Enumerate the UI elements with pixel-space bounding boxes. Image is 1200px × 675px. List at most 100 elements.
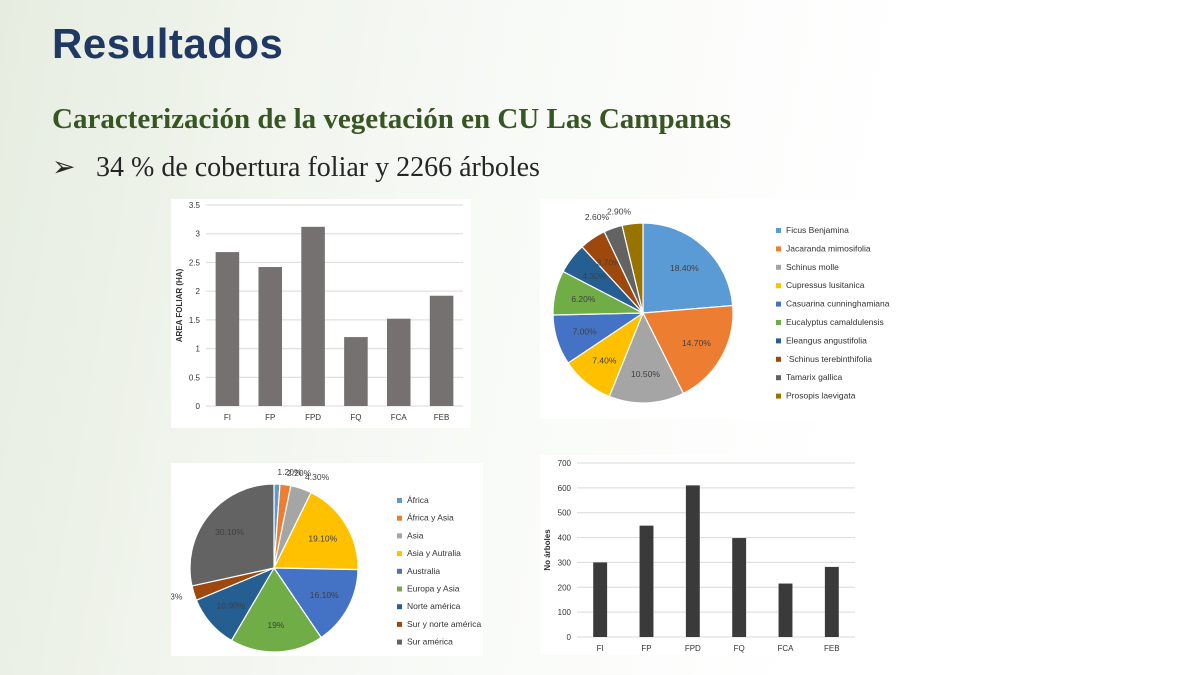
y-tick-label: 500	[558, 509, 572, 518]
y-tick-label: 400	[558, 534, 572, 543]
y-axis-label: AREA FOLIAR (HA)	[175, 268, 184, 342]
bullet-text: 34 % de cobertura foliar y 2266 árboles	[96, 152, 540, 183]
bullet-item: ➢ 34 % de cobertura foliar y 2266 árboles	[52, 150, 540, 184]
legend-label: Asia	[407, 530, 424, 540]
legend-label: Eucalyptus camaldulensis	[786, 317, 884, 327]
legend-label: Jacaranda mimosifolia	[786, 243, 871, 253]
bar	[732, 538, 747, 637]
arrow-bullet-icon: ➢	[52, 152, 76, 183]
legend-swatch	[776, 264, 781, 270]
legend-swatch	[397, 551, 402, 557]
pie-data-label: 7.40%	[592, 355, 617, 365]
pie-slice	[608, 311, 685, 404]
leaf-area-bar-chart: 0 0.5 1 1.5 2 2.5 3 3.5 FI FP FPD FQ FCA FEB AREA FOLI…	[175, 201, 463, 422]
pie-data-label: 1.20%	[277, 467, 302, 477]
bar	[301, 226, 325, 406]
pie-data-label: 6.20%	[571, 294, 596, 304]
x-tick-label: FI	[597, 644, 604, 653]
pie-data-label: 4.30%	[582, 271, 607, 281]
pie-slice	[642, 222, 734, 314]
pie-data-label: 19%	[267, 620, 284, 630]
legend-label: Europa y Asia	[407, 584, 460, 594]
pie-slice	[621, 222, 644, 314]
x-tick-label: FP	[265, 413, 275, 422]
legend-swatch	[397, 498, 402, 503]
legend-swatch	[776, 320, 781, 325]
legend-swatch	[776, 246, 781, 252]
x-tick-label: FCA	[391, 413, 408, 422]
y-tick-label: 1	[196, 345, 201, 354]
legend-label: `Schinus terebinthifolia	[786, 354, 872, 364]
legend-swatch	[397, 568, 402, 574]
y-tick-label: 600	[558, 484, 572, 493]
y-tick-label: 200	[558, 583, 572, 592]
legend-label: Tamarix gallica	[786, 372, 842, 382]
x-tick-label: FPD	[305, 413, 321, 422]
pie-data-label: 18.40%	[670, 263, 699, 273]
legend-swatch	[397, 604, 402, 610]
slide-title: Resultados	[52, 20, 284, 67]
y-tick-label: 2.5	[189, 258, 201, 267]
legend-swatch	[776, 228, 781, 233]
pie-data-label: 7.00%	[573, 326, 598, 336]
legend-swatch	[776, 301, 781, 307]
tree-count-chart-panel: 0 100 200 300 400 500 600 700 FI FP FPD FQ FCA FEB No …	[540, 455, 862, 655]
y-tick-label: 0.5	[189, 373, 201, 382]
pie-data-label: 19.10%	[308, 533, 337, 543]
species-chart-panel: 18.40% 14.70% 10.50% 7.40% 7.00% 6.20% 4.30% 3.…	[540, 199, 895, 419]
x-tick-label: FPD	[685, 644, 701, 653]
y-tick-label: 3	[196, 230, 201, 239]
origin-chart-panel: 1.20% 2.20% 4.30% 19.10% 16.10% 19% 10.90% 3% 30…	[170, 463, 483, 656]
legend-swatch	[397, 639, 402, 645]
bar	[685, 485, 700, 637]
bar	[258, 267, 283, 406]
pie-data-label: 10.50%	[631, 369, 660, 379]
legend-label: Eleangus angustifolia	[786, 335, 867, 345]
y-tick-label: 2	[196, 287, 201, 296]
tree-count-bar-chart: 0 100 200 300 400 500 600 700 FI FP FPD FQ FCA FEB No …	[543, 459, 855, 653]
legend-swatch	[776, 283, 781, 289]
legend-label: Norte américa	[407, 601, 461, 611]
legend-label: África y Asia	[407, 513, 454, 523]
pie-data-label: 30.10%	[215, 527, 244, 537]
legend-swatch	[776, 375, 781, 381]
bar	[215, 252, 240, 406]
legend-label: Prosopis laevigata	[786, 391, 856, 401]
legend-swatch	[397, 586, 402, 592]
legend-label: Casuarina cunninghamiana	[786, 299, 890, 309]
bar	[593, 562, 608, 637]
origin-pie-chart: 1.20%2.20%4.30% 19.10% 16.10% 19% 10.90% 3% 30…	[170, 467, 481, 653]
pie-slice	[642, 304, 734, 395]
bar	[344, 337, 368, 406]
pie-data-label: 3%	[171, 592, 183, 602]
pie-data-label: 3.70%	[597, 257, 622, 267]
x-tick-label: FEB	[824, 644, 840, 653]
legend-swatch	[397, 533, 402, 539]
bar	[824, 566, 839, 637]
x-tick-label: FQ	[350, 413, 361, 422]
species-pie-chart: 18.40% 14.70% 10.50% 7.40% 7.00% 6.20% 4.30% 3.…	[552, 207, 890, 404]
bar	[386, 318, 411, 406]
pie-data-label: 16.10%	[310, 590, 339, 600]
pie-slice	[273, 491, 359, 571]
pie-data-label: 2.20%	[287, 468, 312, 478]
legend-swatch	[776, 338, 781, 344]
x-tick-label: FI	[224, 413, 231, 422]
pie-data-label: 14.70%	[682, 338, 711, 348]
bar	[639, 525, 654, 637]
legend-label: Asia y Autralia	[407, 548, 461, 558]
legend-swatch	[776, 393, 781, 399]
y-tick-label: 3.5	[189, 201, 201, 210]
legend-label: Sur y norte américa	[407, 619, 481, 629]
y-axis-label: No árboles	[543, 529, 552, 571]
y-tick-label: 1.5	[189, 316, 201, 325]
legend-label: Ficus Benjamina	[786, 225, 849, 235]
leaf-area-chart-panel: 0 0.5 1 1.5 2 2.5 3 3.5 FI FP FPD FQ FCA FEB AREA FOLI…	[171, 199, 471, 428]
pie-slice	[230, 566, 323, 653]
pie-data-label: 2.90%	[607, 207, 632, 217]
legend-label: Australia	[407, 566, 440, 576]
pie-data-label: 10.90%	[217, 601, 246, 611]
y-tick-label: 0	[567, 633, 572, 642]
legend-label: Cupressus lusitanica	[786, 280, 865, 290]
bar	[778, 583, 793, 637]
